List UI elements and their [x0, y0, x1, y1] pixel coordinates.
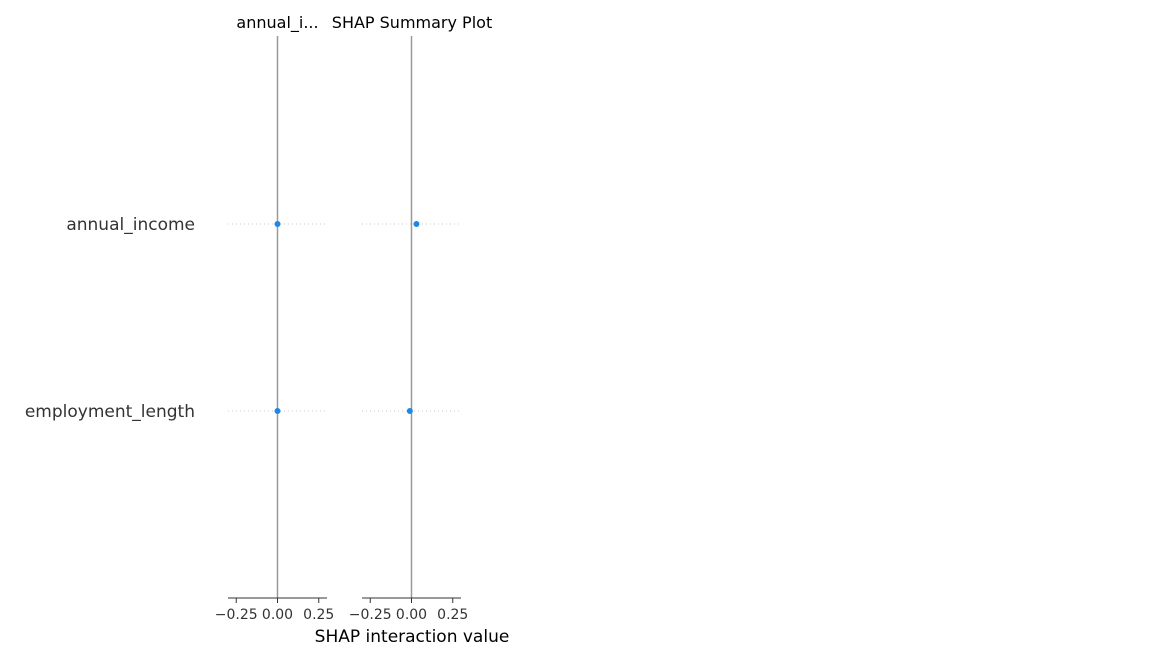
x-tick-label: −0.25 [215, 607, 258, 623]
x-tick-label: 0.25 [437, 607, 468, 623]
point-employment-length [274, 408, 281, 414]
feature-labels: annual_income employment_length [25, 215, 195, 422]
x-axis-label: SHAP interaction value [315, 627, 510, 647]
x-tick-label: −0.25 [349, 607, 392, 623]
point-annual-income [274, 221, 281, 227]
chart-title: SHAP Summary Plot [332, 13, 492, 32]
point-employment-length [406, 408, 413, 414]
feature-label-employment-length: employment_length [25, 402, 195, 422]
x-tick-label: 0.25 [303, 607, 334, 623]
point-annual-income [413, 221, 420, 227]
x-tick-label: 0.00 [262, 607, 293, 623]
panel-title-1: annual_i... [236, 13, 318, 33]
feature-label-annual-income: annual_income [66, 215, 195, 235]
panel-2: −0.25 0.00 0.25 [349, 36, 468, 623]
x-tick-label: 0.00 [396, 607, 427, 623]
panels-layer: annual_i...−0.25 0.00 0.25 −0.25 0.00 0.25 [215, 13, 469, 623]
panel-1: annual_i... −0.25 0.00 0.25 [215, 13, 335, 623]
